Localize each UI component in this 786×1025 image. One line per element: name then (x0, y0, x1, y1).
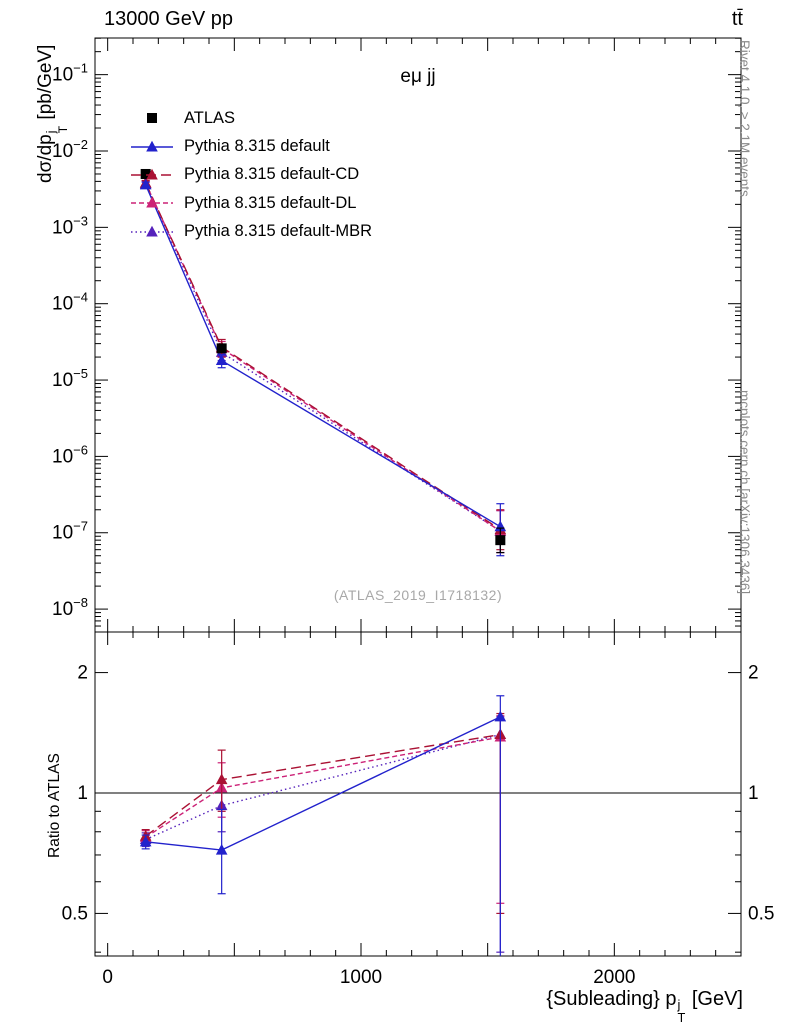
x-axis-label-units: [GeV] (686, 988, 743, 1010)
legend-label: ATLAS (184, 108, 236, 127)
y-axis-label-text: dσ/dp (35, 134, 56, 183)
series-pythia-8-315-default-cd (139, 176, 507, 915)
svg-text:10−2: 10−2 (52, 137, 88, 162)
legend-item: Pythia 8.315 default (129, 132, 372, 160)
legend-item: Pythia 8.315 default-CD (129, 161, 372, 189)
legend-item: ATLAS (129, 104, 372, 132)
svg-text:0: 0 (102, 967, 113, 988)
legend-marker (131, 140, 173, 152)
legend-marker (131, 168, 173, 180)
y-axis-label-units: [pb/GeV] (35, 44, 56, 125)
series-atlas (140, 168, 506, 554)
svg-text:2: 2 (748, 663, 759, 684)
series-pythia-8-315-default-dl (139, 176, 507, 904)
plot-frame (94, 37, 742, 957)
process-label: tt̄ (731, 8, 743, 30)
svg-text:1: 1 (748, 783, 759, 804)
plot-title: eμ jj (400, 66, 436, 87)
svg-text:10−7: 10−7 (52, 519, 88, 544)
legend-marker (131, 197, 173, 208)
legend-label: Pythia 8.315 default (184, 137, 330, 156)
svg-text:10−8: 10−8 (52, 595, 88, 620)
svg-text:10−3: 10−3 (52, 213, 88, 238)
legend-label: Pythia 8.315 default-DL (184, 193, 357, 212)
legend-item: Pythia 8.315 default-MBR (129, 218, 372, 246)
axis-ticks (95, 37, 742, 956)
svg-text:10−6: 10−6 (52, 442, 88, 467)
x-axis-label-text: {Subleading} p (546, 988, 677, 1010)
series-pythia-8-315-default (139, 178, 507, 956)
svg-text:0.5: 0.5 (62, 903, 88, 924)
tick-labels: 0 1000 2000 10−1 10−2 10−3 10−4 10−5 10−6 10−7 10−… (52, 61, 774, 988)
legend-marker (131, 225, 173, 237)
svg-text:2000: 2000 (593, 967, 635, 988)
svg-text:10−5: 10−5 (52, 366, 88, 391)
analysis-watermark: (ATLAS_2019_I1718132) (333, 587, 503, 603)
beam-energy-label: 13000 GeV pp (104, 8, 233, 30)
svg-text:1: 1 (77, 783, 88, 804)
series-pythia-8-315-default-mbr (139, 177, 507, 953)
legend-label: Pythia 8.315 default-CD (184, 165, 360, 184)
svg-text:10−4: 10−4 (52, 290, 88, 315)
svg-text:10−1: 10−1 (52, 61, 88, 86)
legend: ATLAS Pythia 8.315 default Pythia 8.315 de… (129, 104, 372, 246)
legend-label: Pythia 8.315 default-MBR (184, 222, 373, 241)
svg-text:0.5: 0.5 (748, 903, 774, 924)
legend-item: Pythia 8.315 default-DL (129, 189, 372, 217)
svg-text:2: 2 (77, 663, 88, 684)
legend-marker (147, 113, 157, 124)
svg-text:1000: 1000 (340, 967, 382, 988)
